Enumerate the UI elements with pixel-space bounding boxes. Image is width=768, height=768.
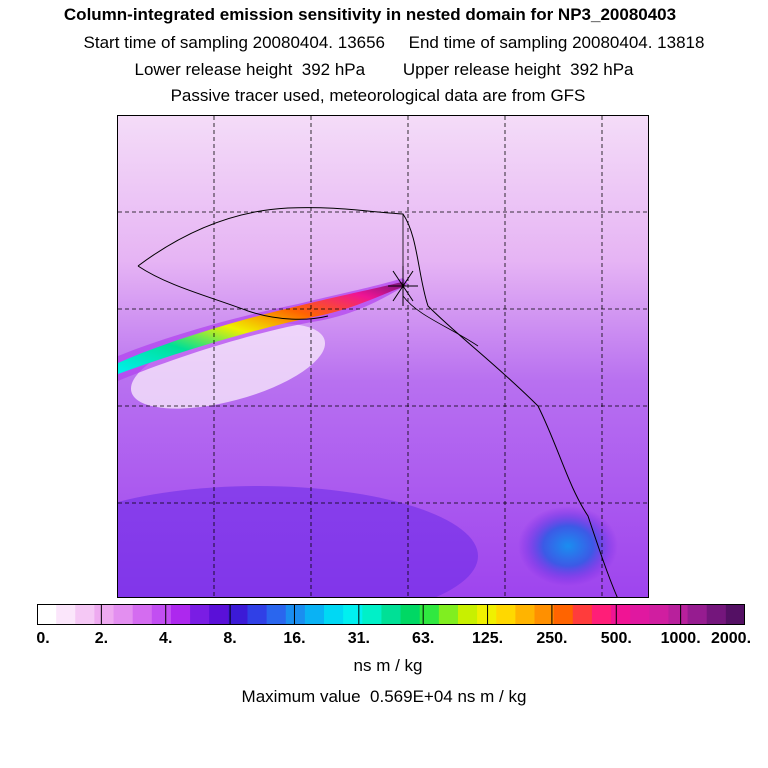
map-canvas [118, 116, 648, 597]
colorbar-tick-label: 8. [223, 630, 237, 647]
colorbar-box [668, 604, 689, 625]
colorbar-tick-label: 2000. [710, 630, 752, 647]
colorbar-tick-label: 16. [283, 630, 306, 647]
maximum-value-text: Maximum value 0.569E+04 ns m / kg [241, 687, 527, 706]
colorbar-box [725, 604, 745, 625]
colorbar-box [611, 604, 631, 625]
colorbar-box [132, 604, 153, 625]
page-title: Column-integrated emission sensitivity i… [63, 5, 677, 24]
colorbar-box [534, 604, 555, 625]
tracer-info-text: Passive tracer used, meteorological data… [170, 86, 586, 105]
colorbar-tick-label: 63. [412, 630, 435, 647]
colorbar-box [113, 604, 134, 625]
coastline [137, 207, 618, 597]
colorbar-boxes [37, 604, 745, 625]
release-point-x-marker [388, 266, 418, 306]
colorbar-box [37, 604, 57, 625]
colorbar-box [151, 604, 172, 625]
colorbar-box [170, 604, 191, 625]
colorbar-tick-label: 1000. [660, 630, 701, 647]
colorbar-box [343, 604, 363, 625]
colorbar-box [247, 604, 268, 625]
lower-blue-region [118, 486, 478, 597]
colorbar-box [591, 604, 612, 625]
colorbar-box [419, 604, 440, 625]
colorbar-box [75, 604, 95, 625]
colorbar-box [438, 604, 459, 625]
colorbar-box [400, 604, 421, 625]
colorbar-tick-label: 0. [36, 630, 50, 647]
colorbar-box [228, 604, 248, 625]
colorbar-box [94, 604, 115, 625]
colorbar-box [304, 604, 325, 625]
sensitivity-map [117, 115, 649, 598]
light-arc-region [130, 323, 326, 409]
grid-lines [118, 116, 648, 597]
colorbar [37, 604, 745, 625]
colorbar-box [457, 604, 478, 625]
colorbar-tick-label: 31. [347, 630, 370, 647]
colorbar-box [630, 604, 650, 625]
colorbar-tick-label: 2. [94, 630, 109, 647]
colorbar-box [572, 604, 593, 625]
colorbar-box [706, 604, 727, 625]
colorbar-box [649, 604, 669, 625]
colorbar-labels: 0. 2. 4. 8. 16. 31. 63. 125. 250. 500. 1000. 2000. [0, 630, 768, 650]
colorbar-tick-label: 500. [600, 630, 632, 647]
colorbar-tick-label: 250. [536, 630, 568, 647]
colorbar-tick-label: 125. [471, 630, 504, 647]
colorbar-box [190, 604, 210, 625]
colorbar-box [477, 604, 497, 625]
sampling-time-text: Start time of sampling 20080404. 13656 E… [83, 33, 705, 52]
colorbar-box [209, 604, 229, 625]
colorbar-box [362, 604, 382, 625]
colorbar-box [56, 604, 76, 625]
colorbar-box [285, 604, 306, 625]
canada-border [402, 214, 479, 347]
colorbar-box [553, 604, 574, 625]
units-label: ns m / kg [353, 656, 423, 675]
colorbar-box [687, 604, 708, 625]
colorbar-box [324, 604, 344, 625]
colorbar-outline [37, 604, 745, 625]
peninsula-outline [137, 265, 329, 320]
blue-patch-coast [518, 506, 618, 586]
colorbar-box [515, 604, 536, 625]
release-height-text: Lower release height 392 hPa Upper relea… [134, 60, 634, 79]
colorbar-box [381, 604, 402, 625]
colorbar-tick-label: 4. [159, 630, 173, 647]
plume-core [118, 282, 406, 374]
colorbar-box [496, 604, 516, 625]
colorbar-box [266, 604, 287, 625]
